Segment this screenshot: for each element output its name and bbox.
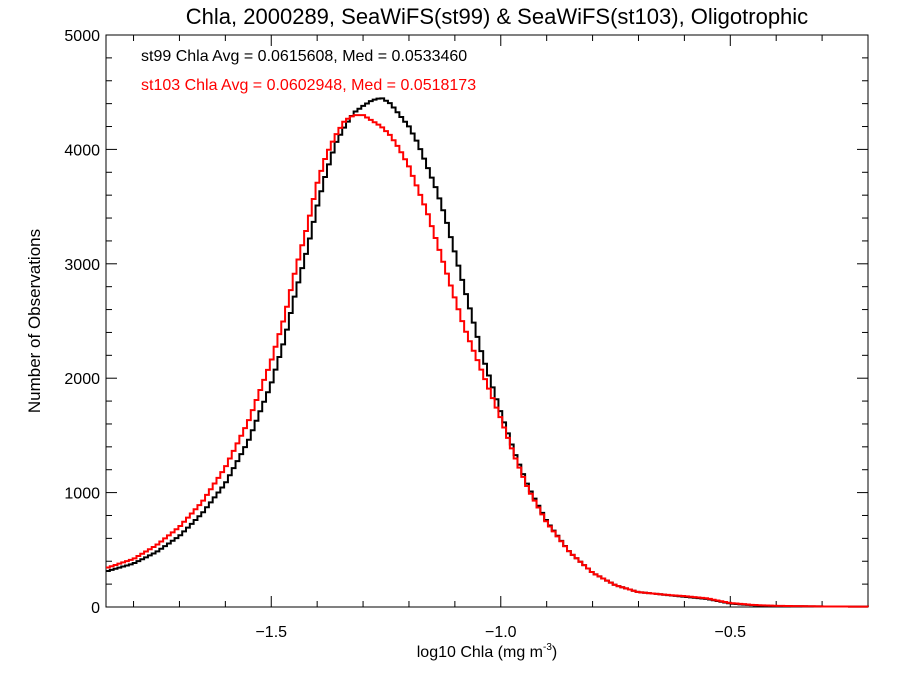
- plot-frame: [105, 34, 869, 608]
- x-tick-label: −1.0: [485, 624, 517, 641]
- y-tick-label: 1000: [64, 486, 100, 503]
- series-line-1: [106, 114, 869, 608]
- y-tick-label: 4000: [64, 142, 100, 159]
- y-tick-label: 0: [91, 600, 100, 617]
- series-lines: [106, 97, 869, 608]
- x-axis-label-text: log10 Chla (mg m: [417, 644, 543, 661]
- x-tick-label: −1.5: [255, 624, 287, 641]
- x-axis-label-close: ): [552, 644, 557, 661]
- y-tick-label: 3000: [64, 257, 100, 274]
- y-tick-label: 2000: [64, 371, 100, 388]
- chart-title: Chla, 2000289, SeaWiFS(st99) & SeaWiFS(s…: [186, 4, 808, 29]
- y-tick-label: 5000: [64, 28, 100, 45]
- series-line-0: [106, 97, 869, 608]
- annotation-st103: st103 Chla Avg = 0.0602948, Med = 0.0518…: [141, 77, 476, 94]
- x-axis-label: log10 Chla (mg m-3): [417, 642, 558, 661]
- x-axis-label-superscript: -3: [543, 642, 552, 653]
- annotation-st99: st99 Chla Avg = 0.0615608, Med = 0.05334…: [141, 48, 467, 65]
- x-tick-label: −0.5: [714, 624, 746, 641]
- y-axis-label: Number of Observations: [25, 229, 44, 413]
- axis-ticks: [106, 34, 869, 608]
- axis-tick-labels: −1.5 −1.0 −0.5 0 1000 2000 3000 4000 5000: [64, 28, 746, 641]
